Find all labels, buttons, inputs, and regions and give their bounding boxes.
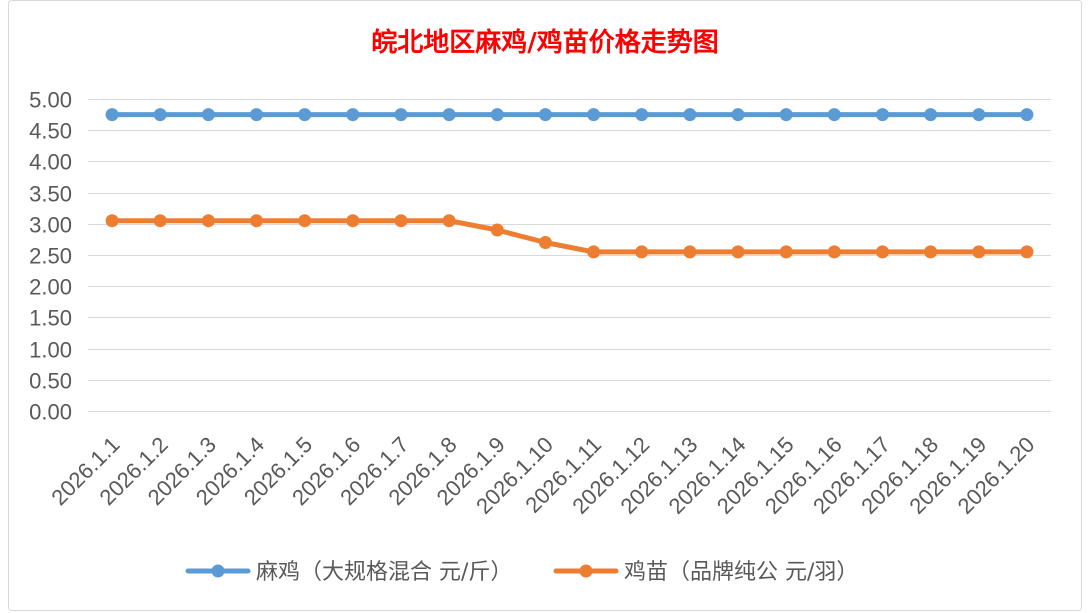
y-tick-label: 5.00 <box>29 88 72 113</box>
data-point <box>153 108 167 122</box>
data-point <box>779 245 793 259</box>
data-point <box>827 108 841 122</box>
data-point <box>298 108 312 122</box>
data-point <box>876 108 889 122</box>
data-point <box>394 108 408 122</box>
data-point <box>587 245 601 259</box>
data-point <box>201 108 215 122</box>
data-point <box>442 108 456 122</box>
chart-frame <box>8 0 1082 611</box>
data-point <box>250 108 263 122</box>
data-point <box>153 214 167 228</box>
legend-marker <box>211 564 225 578</box>
data-point <box>683 245 697 259</box>
data-point <box>490 223 504 237</box>
data-point <box>731 108 745 122</box>
y-tick-label: 4.50 <box>29 119 72 144</box>
chart-title: 皖北地区麻鸡/鸡苗价格走势图 <box>371 27 719 58</box>
data-point <box>250 214 263 228</box>
legend-marker <box>579 564 593 578</box>
data-point <box>394 214 408 228</box>
y-tick-label: 3.00 <box>29 213 72 238</box>
y-tick-label: 0.00 <box>29 400 72 425</box>
y-tick-label: 1.00 <box>29 338 72 363</box>
data-point <box>827 245 841 259</box>
data-point <box>876 245 889 259</box>
data-point <box>442 214 456 228</box>
data-point <box>538 236 552 249</box>
legend-entry-0: 麻鸡（大规格混合 元/斤） <box>185 560 512 585</box>
gridlines <box>88 99 1051 412</box>
data-point <box>1020 245 1034 259</box>
data-point <box>924 108 938 122</box>
legend-label: 鸡苗（品牌纯公 元/羽） <box>624 560 858 585</box>
data-point <box>924 245 938 259</box>
data-point <box>490 108 504 122</box>
y-tick-label: 0.50 <box>29 369 72 394</box>
y-axis-tick-labels: 0.00 0.50 1.00 1.50 2.00 2.50 3.00 3.50 4.00 4.50… <box>29 88 72 425</box>
legend-label: 麻鸡（大规格混合 元/斤） <box>256 560 512 585</box>
data-point <box>972 245 986 259</box>
y-tick-label: 4.00 <box>29 150 72 175</box>
data-point <box>635 108 649 122</box>
data-point <box>105 214 119 228</box>
data-point <box>587 108 601 122</box>
y-tick-label: 2.00 <box>29 275 72 300</box>
y-tick-label: 2.50 <box>29 244 72 269</box>
data-point <box>201 214 215 228</box>
legend: 麻鸡（大规格混合 元/斤） 鸡苗（品牌纯公 元/羽） <box>185 560 858 585</box>
legend-entry-1: 鸡苗（品牌纯公 元/羽） <box>553 560 858 585</box>
data-point <box>635 245 649 259</box>
y-tick-label: 3.50 <box>29 182 72 207</box>
data-point <box>731 245 745 259</box>
data-point <box>972 108 986 122</box>
y-tick-label: 1.50 <box>29 306 72 331</box>
data-point <box>1020 108 1034 122</box>
data-point <box>346 214 360 228</box>
plot-series <box>105 108 1034 259</box>
data-point <box>298 214 312 228</box>
data-point <box>105 108 119 122</box>
data-point <box>779 108 793 122</box>
data-point <box>346 108 360 122</box>
series-line-1 <box>109 218 1030 255</box>
data-point <box>683 108 697 122</box>
data-point <box>538 108 552 122</box>
